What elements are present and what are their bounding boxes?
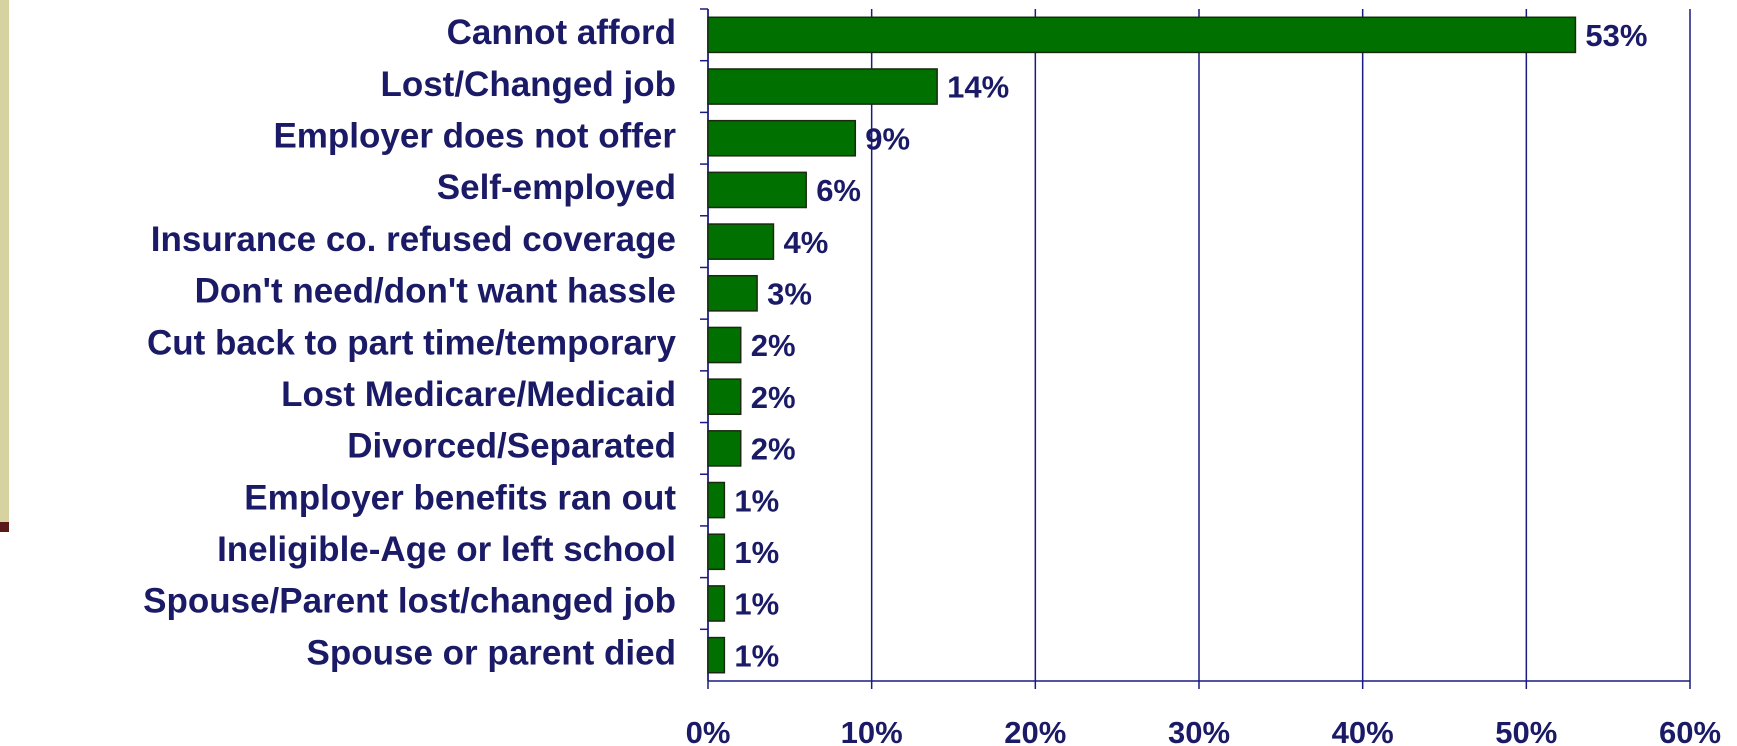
y-tick-label: Cut back to part time/temporary bbox=[147, 323, 677, 362]
x-tick-label: 0% bbox=[686, 715, 731, 746]
y-tick-label: Spouse/Parent lost/changed job bbox=[143, 582, 676, 621]
value-label: 14% bbox=[947, 70, 1009, 105]
y-tick-label: Employer does not offer bbox=[273, 116, 676, 155]
bar bbox=[707, 119, 857, 157]
x-tick-label: 40% bbox=[1332, 715, 1394, 746]
value-label: 1% bbox=[734, 483, 779, 518]
value-label: 2% bbox=[751, 328, 796, 363]
y-tick-label: Divorced/Separated bbox=[347, 427, 676, 466]
x-tick-label: 60% bbox=[1659, 715, 1721, 746]
bar bbox=[707, 533, 726, 571]
value-label: 2% bbox=[751, 380, 796, 415]
x-tick-label: 20% bbox=[1004, 715, 1066, 746]
value-label: 1% bbox=[734, 587, 779, 622]
bar bbox=[707, 636, 726, 674]
bar bbox=[707, 326, 742, 364]
y-tick-label: Lost/Changed job bbox=[380, 65, 676, 104]
bar bbox=[707, 68, 938, 105]
x-tick-label: 50% bbox=[1495, 715, 1557, 746]
bar bbox=[707, 481, 726, 519]
bar bbox=[707, 171, 807, 209]
y-tick-label: Cannot afford bbox=[447, 13, 676, 52]
value-label: 2% bbox=[751, 432, 796, 467]
y-tick-label: Employer benefits ran out bbox=[244, 478, 676, 517]
bar bbox=[707, 274, 758, 312]
decor-strip-end bbox=[0, 522, 9, 532]
y-tick-label: Spouse or parent died bbox=[307, 633, 677, 672]
bar bbox=[707, 378, 742, 416]
y-tick-label: Ineligible-Age or left school bbox=[217, 530, 676, 569]
bar bbox=[707, 430, 742, 467]
y-tick-label: Lost Medicare/Medicaid bbox=[281, 375, 676, 414]
x-tick-label: 30% bbox=[1168, 715, 1230, 746]
y-tick-label: Insurance co. refused coverage bbox=[151, 220, 676, 259]
y-tick-label: Self-employed bbox=[437, 168, 676, 207]
bar bbox=[707, 223, 775, 260]
value-label: 4% bbox=[783, 225, 828, 260]
bar bbox=[707, 585, 726, 622]
value-label: 1% bbox=[734, 638, 779, 673]
y-tick-label: Don't need/don't want hassle bbox=[195, 272, 676, 311]
value-label: 9% bbox=[865, 121, 910, 156]
value-label: 1% bbox=[734, 535, 779, 570]
value-label: 6% bbox=[816, 173, 861, 208]
x-tick-label: 10% bbox=[841, 715, 903, 746]
decor-strip bbox=[0, 0, 9, 522]
value-label: 3% bbox=[767, 276, 812, 311]
value-label: 53% bbox=[1585, 18, 1647, 53]
bar bbox=[707, 16, 1577, 54]
